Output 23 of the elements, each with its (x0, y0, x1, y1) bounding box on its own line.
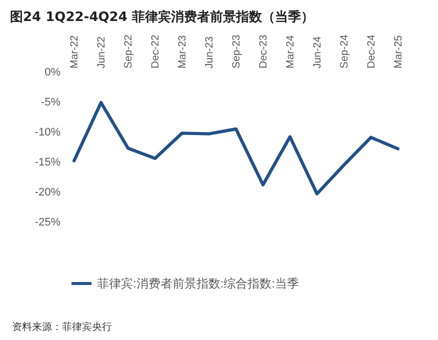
x-tick-label: Dec-22 (150, 34, 162, 68)
y-tick-label: 0% (44, 66, 61, 78)
x-tick-label: Mar-23 (176, 35, 189, 68)
x-tick-label: Jun-22 (96, 36, 108, 68)
text: 资料来源：菲律宾央行 (12, 320, 112, 334)
x-tick-label: Mar-22 (68, 35, 81, 68)
x-tick-label: Dec-23 (257, 34, 270, 68)
y-tick-label: -20% (34, 186, 61, 198)
x-tick-label: Mar-24 (284, 35, 296, 68)
x-tick-label: Jun-24 (311, 36, 324, 68)
y-tick-label: -15% (34, 156, 61, 168)
x-tick-label: Mar-25 (392, 35, 404, 68)
chart-title: 图24 1Q22-4Q24 菲律宾消费者前景指数（当季） (10, 8, 314, 26)
x-tick-label: Sep-23 (230, 34, 242, 68)
legend-label: 菲律宾:消费者前景指数:综合指数:当季 (97, 276, 300, 290)
y-tick-label: -25% (34, 216, 61, 228)
x-tick-label: Dec-24 (365, 34, 378, 68)
x-tick-label: Jun-23 (204, 36, 216, 68)
y-tick-label: -5% (40, 96, 61, 108)
x-tick-label: Sep-22 (122, 34, 135, 68)
x-tick-label: Sep-24 (338, 34, 350, 68)
y-tick-label: -10% (34, 126, 61, 138)
line-series (72, 101, 400, 196)
